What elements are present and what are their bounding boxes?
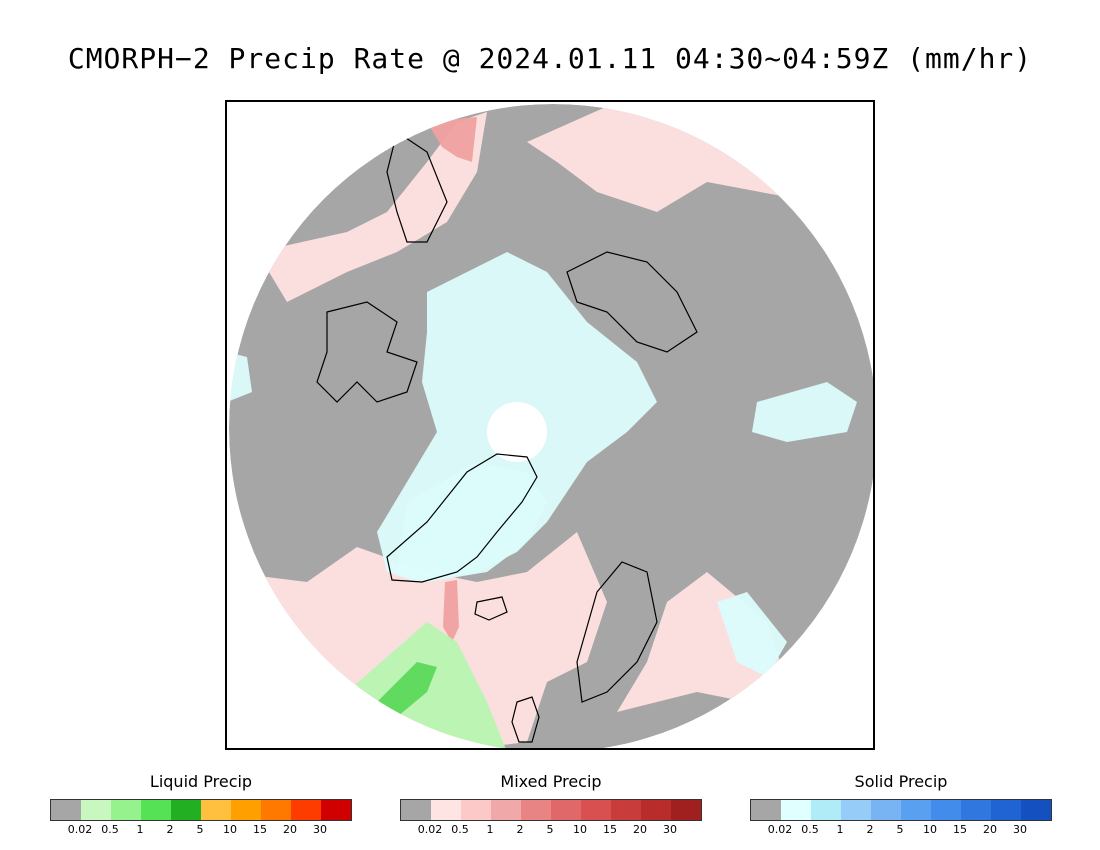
legend-mixed-colorbar <box>400 799 702 821</box>
pole-no-data <box>487 402 547 462</box>
legend-swatch <box>671 800 701 820</box>
legend-tick-label: 1 <box>836 823 844 836</box>
legend-swatch <box>551 800 581 820</box>
legend-tick-label: 2 <box>166 823 174 836</box>
legend-tick-label: 30 <box>313 823 327 836</box>
legend-tick-label: 10 <box>573 823 587 836</box>
legend-swatch <box>81 800 111 820</box>
legend-tick-label: 0.02 <box>417 823 443 836</box>
legend-tick-label: 0.02 <box>767 823 793 836</box>
iceland-coastline <box>474 596 508 621</box>
legend-swatch <box>871 800 901 820</box>
legend-swatch <box>201 800 231 820</box>
legend-tick-label: 20 <box>283 823 297 836</box>
greenland-coastline <box>386 453 538 583</box>
legend-swatch <box>751 800 781 820</box>
legend-swatch <box>461 800 491 820</box>
solid-precip-siberia <box>752 382 857 442</box>
legend-swatch <box>521 800 551 820</box>
legend-swatch <box>781 800 811 820</box>
legend-tick-label: 15 <box>603 823 617 836</box>
legend-tick-label: 30 <box>663 823 677 836</box>
legend-swatch <box>261 800 291 820</box>
legend-mixed-title: Mixed Precip <box>500 772 602 791</box>
legend-swatch <box>401 800 431 820</box>
solid-precip-russia <box>717 592 787 677</box>
legend-swatch <box>811 800 841 820</box>
legend-swatch <box>991 800 1021 820</box>
legend-swatch <box>291 800 321 820</box>
legend-liquid-ticks: 0.02 0.5 1 2 5 10 15 20 30 <box>50 823 352 837</box>
legend-swatch <box>431 800 461 820</box>
legend-swatch <box>1021 800 1051 820</box>
legend-liquid-title: Liquid Precip <box>149 772 253 791</box>
legend-tick-label: 0.02 <box>67 823 93 836</box>
mixed-precip-moderate-atlantic <box>443 580 459 642</box>
legend-swatch <box>901 800 931 820</box>
legend-liquid-colorbar <box>50 799 352 821</box>
legend-swatch <box>641 800 671 820</box>
legend-tick-label: 15 <box>953 823 967 836</box>
legend-tick-label: 5 <box>896 823 904 836</box>
legend-swatch <box>931 800 961 820</box>
solid-precip-greenland <box>397 462 547 582</box>
legend-tick-label: 2 <box>866 823 874 836</box>
legend-tick-label: 1 <box>136 823 144 836</box>
legend-tick-label: 5 <box>196 823 204 836</box>
mixed-precip-moderate-north <box>427 117 477 162</box>
precip-field <box>229 104 873 748</box>
chart-title: CMORPH−2 Precip Rate @ 2024.01.11 04:30~… <box>67 42 1033 75</box>
legend-tick-label: 20 <box>633 823 647 836</box>
legend-swatch <box>141 800 171 820</box>
legend-mixed-ticks: 0.02 0.5 1 2 5 10 15 20 30 <box>400 823 702 837</box>
legend-solid-ticks: 0.02 0.5 1 2 5 10 15 20 30 <box>750 823 1052 837</box>
liquid-precip-moderate <box>377 662 437 717</box>
legend-tick-label: 0.5 <box>801 823 819 836</box>
polar-map <box>225 100 875 750</box>
legend-tick-label: 2 <box>516 823 524 836</box>
legend-tick-label: 20 <box>983 823 997 836</box>
legend-tick-label: 0.5 <box>451 823 469 836</box>
legend-tick-label: 30 <box>1013 823 1027 836</box>
canadian-archipelago-coastline <box>316 301 418 403</box>
legend-solid-title: Solid Precip <box>854 772 948 791</box>
legend-swatch <box>491 800 521 820</box>
legend-solid-colorbar <box>750 799 1052 821</box>
legend-tick-label: 0.5 <box>101 823 119 836</box>
scandinavia-coastline <box>576 561 658 703</box>
legend-tick-label: 10 <box>923 823 937 836</box>
legend-swatch <box>841 800 871 820</box>
polar-map-svg <box>227 102 873 748</box>
legend-tick-label: 15 <box>253 823 267 836</box>
legend-tick-label: 10 <box>223 823 237 836</box>
legend-swatch <box>961 800 991 820</box>
legend-tick-label: 5 <box>546 823 554 836</box>
legend-swatch <box>171 800 201 820</box>
british-isles-coastline <box>511 696 540 743</box>
legend-swatch <box>231 800 261 820</box>
legend-swatch <box>111 800 141 820</box>
legend-liquid: Liquid Precip 0.02 0.5 1 2 5 10 15 20 30 <box>50 772 352 837</box>
legend-swatch <box>611 800 641 820</box>
alaska-coastline <box>386 131 448 243</box>
legend-solid: Solid Precip 0.02 0.5 1 2 5 10 15 20 30 <box>750 772 1052 837</box>
legend-mixed: Mixed Precip 0.02 0.5 1 2 5 10 15 20 30 <box>400 772 702 837</box>
legend-swatch <box>581 800 611 820</box>
legend-swatch <box>51 800 81 820</box>
siberia-coastline <box>566 251 698 353</box>
legend-tick-label: 1 <box>486 823 494 836</box>
legend-swatch <box>321 800 351 820</box>
